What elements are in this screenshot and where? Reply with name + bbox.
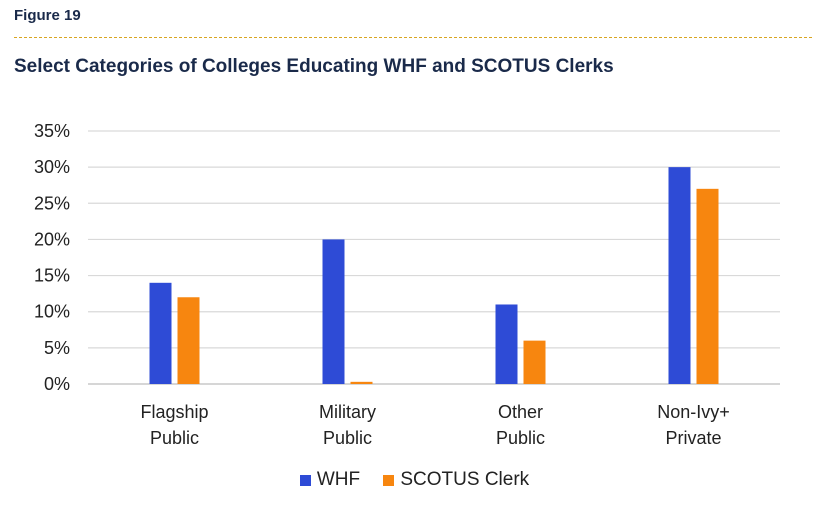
legend-item-whf: WHF xyxy=(299,469,361,491)
figure-label: Figure 19 xyxy=(14,7,81,24)
bar-scotus xyxy=(177,297,200,384)
legend-swatch-scotus xyxy=(383,474,395,486)
legend-label-whf: WHF xyxy=(316,469,361,490)
bar-scotus xyxy=(350,381,373,384)
y-tick-label: 0% xyxy=(44,374,70,394)
bar-whf xyxy=(322,239,345,384)
category-label: Private xyxy=(665,428,721,448)
category-label: Other xyxy=(498,402,543,422)
bar-whf xyxy=(149,282,172,384)
category-label: Non-Ivy+ xyxy=(657,402,730,422)
legend-label-scotus: SCOTUS Clerk xyxy=(400,469,530,490)
y-tick-label: 20% xyxy=(34,229,70,249)
category-label: Public xyxy=(150,428,199,448)
y-tick-label: 15% xyxy=(34,266,70,286)
y-tick-label: 25% xyxy=(34,193,70,213)
y-tick-label: 35% xyxy=(34,121,70,141)
y-tick-label: 30% xyxy=(34,157,70,177)
divider xyxy=(14,37,812,38)
bar-scotus xyxy=(523,340,546,384)
legend-swatch-whf xyxy=(299,474,311,486)
chart-title: Select Categories of Colleges Educating … xyxy=(14,56,614,77)
category-label: Military xyxy=(319,402,376,422)
category-label: Flagship xyxy=(140,402,208,422)
y-tick-label: 5% xyxy=(44,338,70,358)
bar-scotus xyxy=(696,188,719,384)
category-label: Public xyxy=(323,428,372,448)
legend: WHF SCOTUS Clerk xyxy=(0,469,829,492)
bar-whf xyxy=(495,304,518,384)
bar-whf xyxy=(668,167,691,384)
legend-item-scotus: SCOTUS Clerk xyxy=(383,469,529,491)
category-label: Public xyxy=(496,428,545,448)
y-tick-label: 10% xyxy=(34,302,70,322)
